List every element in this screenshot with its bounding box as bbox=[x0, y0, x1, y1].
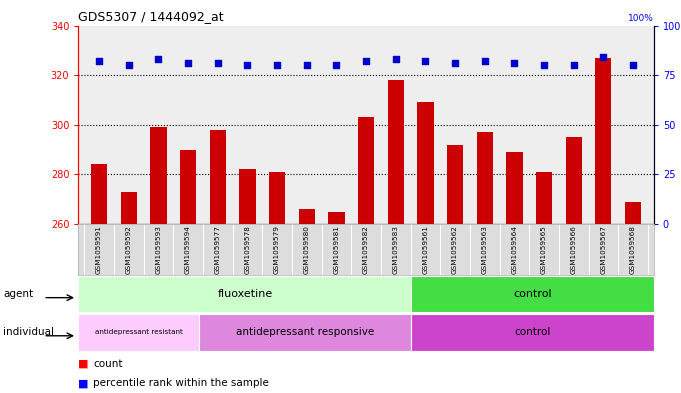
Bar bbox=[210, 130, 226, 224]
Text: GSM1059577: GSM1059577 bbox=[215, 226, 221, 274]
Text: GSM1059563: GSM1059563 bbox=[481, 226, 488, 274]
Point bbox=[331, 62, 342, 68]
Text: GSM1059568: GSM1059568 bbox=[630, 226, 636, 274]
Point bbox=[628, 62, 639, 68]
Text: count: count bbox=[93, 358, 123, 369]
Point bbox=[242, 62, 253, 68]
Text: ■: ■ bbox=[78, 378, 93, 388]
Text: antidepressant resistant: antidepressant resistant bbox=[95, 329, 183, 336]
Bar bbox=[239, 169, 255, 224]
Text: 100%: 100% bbox=[628, 14, 654, 22]
Point bbox=[123, 62, 134, 68]
Text: GDS5307 / 1444092_at: GDS5307 / 1444092_at bbox=[78, 10, 224, 23]
Text: GSM1059566: GSM1059566 bbox=[571, 226, 577, 274]
Point bbox=[449, 60, 460, 66]
Bar bbox=[477, 132, 493, 224]
Text: individual: individual bbox=[3, 327, 54, 338]
Text: GSM1059581: GSM1059581 bbox=[334, 226, 339, 274]
Point bbox=[479, 58, 490, 64]
Bar bbox=[358, 118, 374, 224]
Text: antidepressant responsive: antidepressant responsive bbox=[236, 327, 375, 338]
Point bbox=[539, 62, 550, 68]
Point bbox=[360, 58, 371, 64]
Text: GSM1059561: GSM1059561 bbox=[422, 226, 428, 274]
Bar bbox=[151, 127, 167, 224]
Point bbox=[183, 60, 193, 66]
Bar bbox=[78, 314, 200, 351]
Point bbox=[301, 62, 312, 68]
Point bbox=[212, 60, 223, 66]
Bar bbox=[298, 209, 315, 224]
Bar bbox=[411, 314, 654, 351]
Text: GSM1059578: GSM1059578 bbox=[244, 226, 251, 274]
Bar bbox=[565, 137, 582, 224]
Point bbox=[153, 56, 164, 62]
Text: GSM1059583: GSM1059583 bbox=[393, 226, 398, 274]
Text: GSM1059582: GSM1059582 bbox=[363, 226, 369, 274]
Bar bbox=[269, 172, 285, 224]
Bar bbox=[328, 211, 345, 224]
Text: GSM1059579: GSM1059579 bbox=[274, 226, 280, 274]
Point bbox=[420, 58, 431, 64]
Text: ■: ■ bbox=[78, 358, 93, 369]
Bar bbox=[625, 202, 641, 224]
Text: GSM1059592: GSM1059592 bbox=[126, 226, 131, 274]
Bar bbox=[595, 58, 612, 224]
Text: fluoxetine: fluoxetine bbox=[217, 289, 272, 299]
Text: GSM1059591: GSM1059591 bbox=[96, 226, 102, 274]
Text: GSM1059567: GSM1059567 bbox=[601, 226, 606, 274]
Bar bbox=[506, 152, 522, 224]
Bar bbox=[121, 192, 137, 224]
Bar bbox=[387, 80, 404, 224]
Text: GSM1059580: GSM1059580 bbox=[304, 226, 310, 274]
Point bbox=[93, 58, 104, 64]
Text: control: control bbox=[513, 289, 552, 299]
Text: GSM1059593: GSM1059593 bbox=[155, 226, 161, 274]
Bar bbox=[411, 276, 654, 312]
Point bbox=[598, 54, 609, 61]
Point bbox=[509, 60, 520, 66]
Bar bbox=[180, 150, 196, 224]
Bar bbox=[417, 103, 434, 224]
Point bbox=[568, 62, 579, 68]
Text: GSM1059562: GSM1059562 bbox=[452, 226, 458, 274]
Text: GSM1059565: GSM1059565 bbox=[541, 226, 547, 274]
Bar bbox=[91, 164, 107, 224]
Bar bbox=[200, 314, 411, 351]
Text: agent: agent bbox=[3, 289, 33, 299]
Bar bbox=[78, 276, 411, 312]
Point bbox=[272, 62, 283, 68]
Text: GSM1059564: GSM1059564 bbox=[511, 226, 518, 274]
Bar bbox=[447, 145, 463, 224]
Point bbox=[390, 56, 401, 62]
Bar bbox=[536, 172, 552, 224]
Text: percentile rank within the sample: percentile rank within the sample bbox=[93, 378, 269, 388]
Text: GSM1059594: GSM1059594 bbox=[185, 226, 191, 274]
Text: control: control bbox=[514, 327, 551, 338]
